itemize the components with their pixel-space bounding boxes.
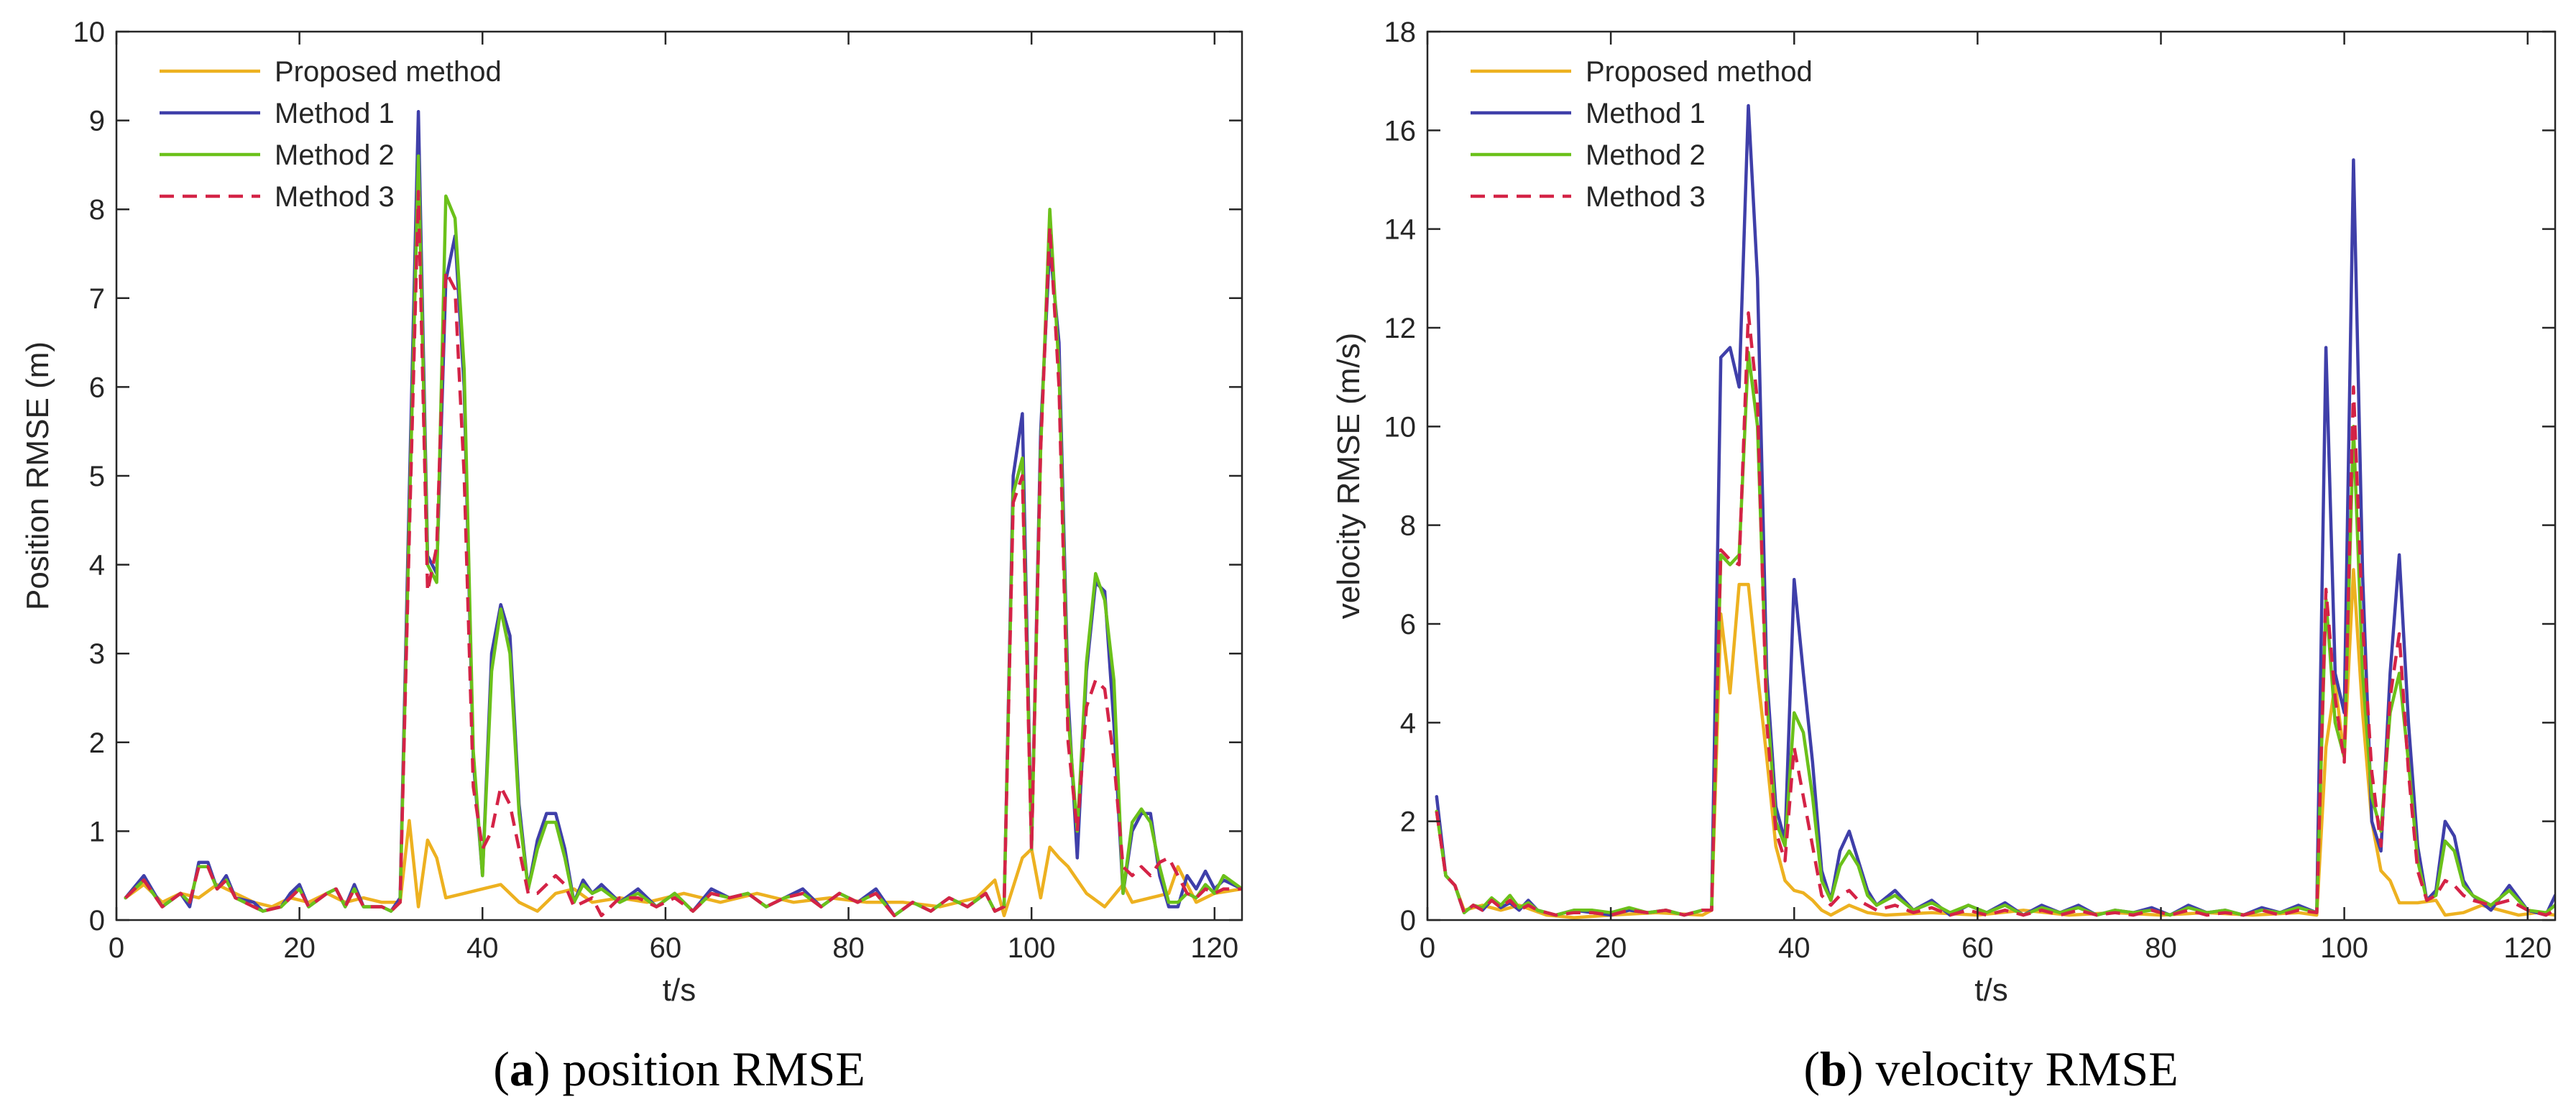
- panel-b-x-tick-label: 60: [1961, 932, 1994, 964]
- panel-b-series: [1435, 104, 2555, 919]
- panel-a-y-axis-label: Position RMSE (m): [20, 341, 55, 610]
- panel-b-legend-label: Method 1: [1586, 98, 1706, 129]
- panel-b-x-tick-label: 120: [2503, 932, 2552, 964]
- panel-b-x-axis-label: t/s: [1974, 973, 2007, 1008]
- panel-a-series-line-proposed-method: [124, 819, 1242, 918]
- panel-b-legend-label: Method 2: [1586, 139, 1706, 171]
- panel-b-series-line-method-3: [1435, 311, 2555, 917]
- panel-a-x-tick-label: 0: [109, 932, 124, 964]
- panel-a-y-tick-label: 2: [89, 727, 105, 759]
- panel-b-x-tick-label: 100: [2320, 932, 2368, 964]
- panel-a-x-tick-label: 60: [650, 932, 682, 964]
- panel-a-y-tick-label: 10: [73, 17, 106, 48]
- panel-a-y-tick-label: 8: [89, 194, 105, 226]
- panel-a-y-tick-label: 5: [89, 461, 105, 492]
- panel-a-legend: Proposed method Method 1 Method 2 Method 3: [160, 56, 502, 213]
- panel-a-x-tick-label: 20: [283, 932, 316, 964]
- panel-a-y-tick-label: 0: [89, 905, 105, 937]
- panel-a-series-line-method-2: [124, 154, 1242, 918]
- panel-a-x-axis-label: t/s: [663, 973, 696, 1008]
- panel-a-y-tick-label: 1: [89, 816, 105, 847]
- panel-b-y-tick-label: 0: [1400, 905, 1416, 937]
- panel-b-y-tick-label: 6: [1400, 609, 1416, 640]
- panel-b-y-tick-label: 18: [1384, 17, 1417, 48]
- panel-b-caption: (b) velocity RMSE: [1803, 1042, 2178, 1096]
- panel-b-caption-letter: b: [1820, 1042, 1847, 1096]
- panel-b-y-tick-label: 16: [1384, 115, 1417, 147]
- panel-a: 0 20 40 60 80 100 120 0 1 2 3 4 5 6 7 8 9 10 t/s Position R…: [20, 17, 1243, 1096]
- panel-a-x-tick-label: 80: [832, 932, 865, 964]
- panel-a-y-tick-label: 4: [89, 550, 105, 582]
- panel-b-x-tick-label: 20: [1595, 932, 1627, 964]
- panel-a-x-tick-label: 40: [466, 932, 499, 964]
- panel-b-series-line-proposed-method: [1435, 568, 2555, 919]
- panel-a-y-tick-label: 3: [89, 638, 105, 670]
- panel-b-y-tick-label: 2: [1400, 806, 1416, 838]
- panel-b-y-tick-label: 8: [1400, 510, 1416, 542]
- panel-a-series: [124, 109, 1242, 918]
- panel-b-x-tick-label: 40: [1778, 932, 1811, 964]
- panel-a-x-tick-label: 120: [1190, 932, 1238, 964]
- panel-b-legend-label: Method 3: [1586, 181, 1706, 213]
- panel-b-series-line-method-1: [1435, 104, 2555, 917]
- panel-a-caption-text: ) position RMSE: [534, 1042, 865, 1096]
- panel-b-x-tick-label: 0: [1420, 932, 1435, 964]
- panel-a-caption-letter: a: [510, 1042, 534, 1096]
- panel-a-series-line-method-3: [124, 190, 1242, 918]
- panel-b: 0 20 40 60 80 100 120 0 2 4 6 8 10 12 14 16 18 t/s velocit…: [1331, 17, 2557, 1096]
- panel-b-y-tick-label: 14: [1384, 214, 1417, 246]
- panel-b-y-tick-label: 10: [1384, 411, 1417, 443]
- panel-a-y-tick-label: 6: [89, 372, 105, 403]
- panel-a-legend-label: Method 1: [275, 98, 395, 129]
- panel-b-y-tick-label: 12: [1384, 313, 1417, 344]
- panel-b-series-line-method-2: [1435, 351, 2555, 917]
- panel-a-caption: (a) position RMSE: [493, 1042, 865, 1096]
- panel-b-x-tick-label: 80: [2145, 932, 2177, 964]
- panel-b-caption-text: ) velocity RMSE: [1847, 1042, 2179, 1096]
- panel-b-y-axis-label: velocity RMSE (m/s): [1331, 333, 1366, 619]
- panel-b-axes-box: [1426, 30, 2557, 921]
- panel-a-legend-label: Method 3: [275, 181, 395, 213]
- panel-a-caption-open: (: [493, 1042, 510, 1096]
- panel-a-x-tick-label: 100: [1008, 932, 1056, 964]
- panel-b-legend: Proposed method Method 1 Method 2 Method 3: [1471, 56, 1813, 213]
- panel-b-legend-label: Proposed method: [1586, 56, 1813, 88]
- panel-a-y-tick-label: 7: [89, 283, 105, 315]
- panel-b-caption-open: (: [1803, 1042, 1820, 1096]
- panel-b-y-tick-label: 4: [1400, 707, 1416, 739]
- panel-a-y-tick-label: 9: [89, 106, 105, 137]
- panel-a-legend-label: Method 2: [275, 139, 395, 171]
- panel-a-legend-label: Proposed method: [275, 56, 502, 88]
